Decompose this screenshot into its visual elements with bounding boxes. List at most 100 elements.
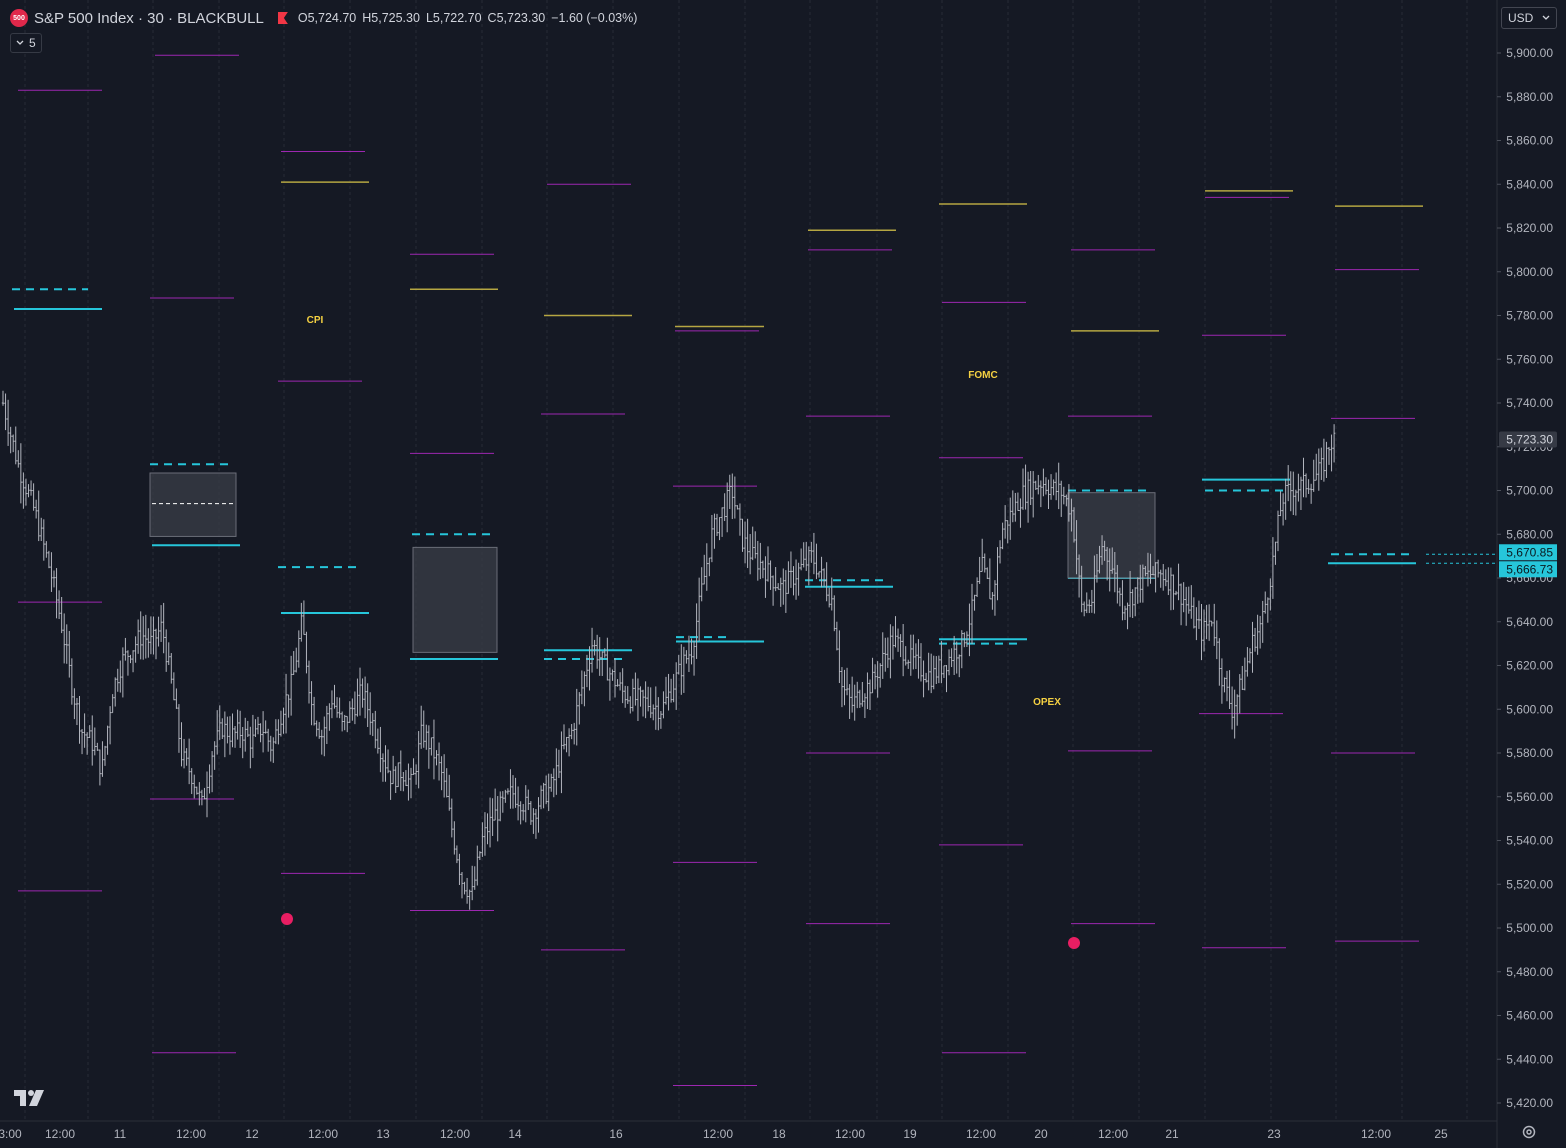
ohlc-bar (1332, 424, 1336, 463)
event-marker-dot[interactable] (281, 913, 293, 925)
ohlc-bar (960, 630, 963, 669)
ohlc-bar (654, 686, 657, 730)
ohlc-bar (448, 774, 451, 811)
ohlc-bar (710, 514, 714, 563)
ohlc-bar (608, 667, 612, 701)
ohlc-bar (471, 865, 474, 901)
ohlc-bar (427, 725, 431, 769)
ohlc-bar (1128, 570, 1132, 618)
ohlc-bar (292, 651, 295, 675)
ohlc-bar (873, 664, 877, 690)
ohlc-bar (914, 643, 918, 669)
ohlc-bar (590, 627, 594, 673)
ohlc-bar (728, 474, 731, 509)
ohlc-bar (397, 762, 400, 788)
ohlc-bar (279, 710, 283, 737)
ohlc-bar (1253, 627, 1257, 652)
ohlc-bar (1279, 491, 1282, 517)
ohlc-bar (950, 648, 953, 668)
price-tick-label: 5,420.00 (1506, 1096, 1553, 1110)
ohlc-bar (1100, 535, 1104, 565)
indicators-toggle-button[interactable]: 5 (10, 33, 42, 53)
time-tick-label: 12:00 (440, 1127, 470, 1141)
ohlc-bar (233, 726, 237, 748)
ohlc-bar (1228, 670, 1231, 709)
ohlc-bar (445, 768, 448, 798)
flag-icon[interactable] (278, 12, 288, 24)
ohlc-bar (356, 678, 359, 717)
ohlc-bar (27, 484, 30, 498)
time-tick-label: 23 (1267, 1127, 1281, 1141)
ohlc-bar (366, 683, 369, 727)
tradingview-logo-icon[interactable] (14, 1090, 44, 1106)
event-label-fomc: FOMC (968, 370, 997, 381)
settings-gear-icon[interactable] (1521, 1124, 1537, 1140)
ohlc-bar (578, 692, 581, 725)
range-box (149, 472, 237, 537)
time-tick-label: 12:00 (1361, 1127, 1391, 1141)
ohlc-bar (506, 788, 510, 795)
ohlc-bar (216, 710, 219, 755)
ohlc-bar (1151, 566, 1155, 576)
event-marker-dot[interactable] (1068, 937, 1080, 949)
ohlc-bar (1274, 541, 1277, 565)
ohlc-bar (379, 726, 382, 773)
ohlc-bar (766, 546, 770, 582)
ohlc-bar (335, 697, 339, 718)
ohlc-bar (307, 660, 311, 704)
ohlc-bar (616, 679, 619, 687)
ohlc-bar (565, 736, 568, 753)
ohlc-bar (119, 660, 122, 693)
ohlc-bar (351, 698, 354, 721)
level-price-label-bg (1499, 561, 1557, 578)
ohlc-bar (825, 562, 828, 602)
ohlc-bar (552, 768, 555, 798)
ohlc-bar (1192, 597, 1196, 629)
ohlc-bar (1146, 552, 1150, 587)
ohlc-bar (1044, 477, 1048, 495)
currency-select[interactable]: USD (1501, 7, 1557, 29)
ohlc-bar (91, 715, 94, 766)
ohlc-bar (1134, 587, 1137, 617)
ohlc-bar (879, 663, 882, 688)
ohlc-bar (78, 695, 81, 744)
ohlc-bar (52, 570, 56, 588)
symbol-title[interactable]: S&P 500 Index · 30 · BLACKBULL (34, 9, 264, 27)
ohlc-bar (1032, 471, 1035, 518)
time-tick-label: 12:00 (703, 1127, 733, 1141)
ohlc-bar (641, 689, 645, 717)
ohlc-bar (1185, 586, 1188, 626)
ohlc-bar (259, 723, 262, 743)
ohlc-bar (1029, 470, 1032, 505)
ohlc-bar (1169, 567, 1173, 611)
ohlc-bar (720, 507, 724, 537)
level-price-label: 5,666.73 (1506, 562, 1553, 576)
symbol-legend: 500 S&P 500 Index · 30 · BLACKBULL O5,72… (10, 8, 637, 28)
time-tick-label: 12:00 (835, 1127, 865, 1141)
ohlc-bar (6, 399, 10, 446)
price-tick-label: 5,540.00 (1506, 834, 1553, 848)
ohlc-bar (868, 679, 872, 711)
ohlc-bar (675, 662, 678, 710)
ohlc-bar (1251, 621, 1254, 673)
ohlc-bar (606, 637, 609, 681)
ohlc-bar (815, 543, 818, 580)
ohlc-bar (718, 517, 721, 541)
ohlc-bar (978, 556, 981, 584)
ohlc-bar (305, 631, 308, 674)
ohlc-bar (473, 866, 476, 890)
ohlc-bar (886, 637, 890, 668)
ohlc-bar (83, 713, 86, 748)
ohlc-bar (468, 889, 471, 910)
ohlc-bar (1139, 564, 1142, 603)
ohlc-bar (970, 583, 974, 645)
ohlc-bar (195, 786, 198, 795)
ohlc-bar (884, 637, 887, 672)
time-tick-label: 12:00 (176, 1127, 206, 1141)
ohlc-bar (483, 812, 487, 856)
ohlc-bar (1039, 480, 1043, 508)
ohlc-bar (764, 556, 767, 598)
ohlc-bar (1207, 604, 1211, 641)
ohlc-bar (626, 686, 629, 704)
